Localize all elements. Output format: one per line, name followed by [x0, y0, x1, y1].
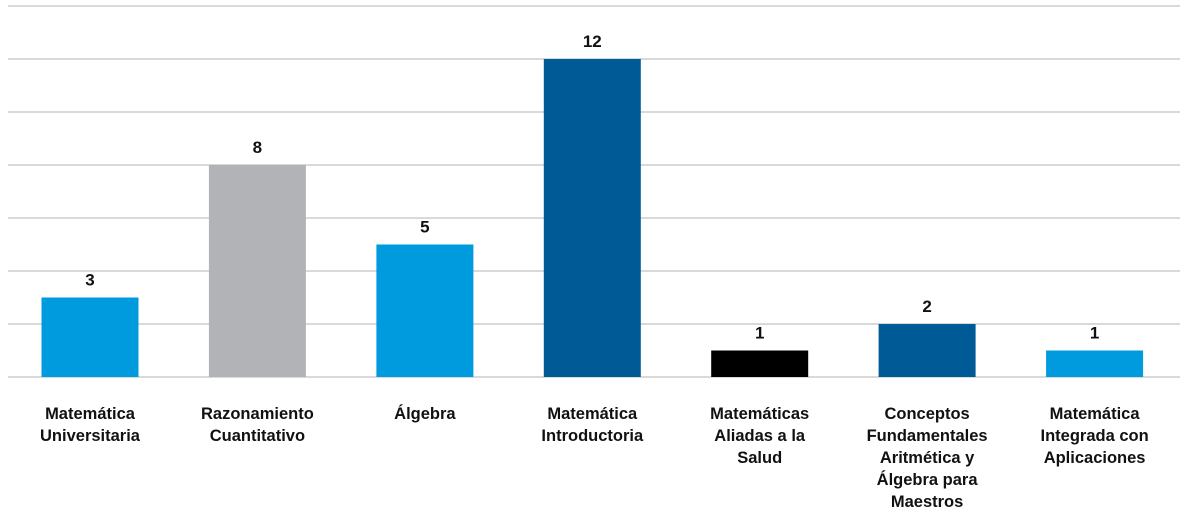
category-label-5-line-3: Álgebra para — [877, 470, 979, 489]
value-label-5: 2 — [922, 297, 931, 316]
value-label-6: 1 — [1090, 324, 1099, 343]
bars — [41, 59, 1144, 377]
category-label-1-line-1: Cuantitativo — [210, 427, 305, 445]
category-label-0-line-0: Matemática — [45, 405, 136, 423]
bar-0 — [41, 297, 139, 377]
bar-4 — [711, 350, 809, 377]
category-label-4-line-2: Salud — [737, 449, 782, 467]
category-label-5: Conceptos Fundamentales Aritmética y Álgebr… — [867, 405, 988, 511]
category-label-0-line-1: Universitaria — [40, 427, 141, 445]
category-label-3-line-0: Matemática — [547, 405, 638, 423]
value-label-3: 12 — [583, 32, 602, 51]
value-label-0: 3 — [85, 271, 94, 290]
value-label-2: 5 — [420, 218, 429, 237]
category-label-2-line-0: Álgebra — [394, 404, 456, 423]
category-label-4-line-1: Aliadas a la — [714, 427, 806, 445]
category-label-6-line-2: Aplicaciones — [1044, 449, 1146, 467]
category-label-6: Matemática Integrada con Aplicaciones — [1041, 405, 1149, 467]
category-label-1-line-0: Razonamiento — [201, 405, 314, 423]
bar-3 — [543, 59, 641, 377]
category-labels: Matemática Universitaria Razonamiento Cuant… — [40, 404, 1149, 511]
value-label-4: 1 — [755, 324, 764, 343]
category-label-2: Álgebra — [394, 404, 456, 423]
bar-6 — [1046, 350, 1144, 377]
category-label-5-line-0: Conceptos — [884, 405, 969, 423]
bar-2 — [376, 244, 474, 377]
bar-1 — [208, 165, 306, 377]
category-label-5-line-4: Maestros — [891, 493, 963, 511]
category-label-5-line-2: Aritmética y — [880, 449, 975, 467]
category-label-0: Matemática Universitaria — [40, 405, 141, 445]
category-label-6-line-0: Matemática — [1050, 405, 1141, 423]
bar-5 — [878, 324, 976, 377]
category-label-5-line-1: Fundamentales — [867, 427, 988, 445]
category-label-3: Matemática Introductoria — [541, 405, 644, 445]
category-label-6-line-1: Integrada con — [1041, 427, 1149, 445]
category-label-4-line-0: Matemáticas — [710, 405, 809, 423]
category-label-1: Razonamiento Cuantitativo — [201, 405, 314, 445]
category-label-4: Matemáticas Aliadas a la Salud — [710, 405, 809, 467]
category-label-3-line-1: Introductoria — [541, 427, 644, 445]
value-label-1: 8 — [253, 138, 262, 157]
